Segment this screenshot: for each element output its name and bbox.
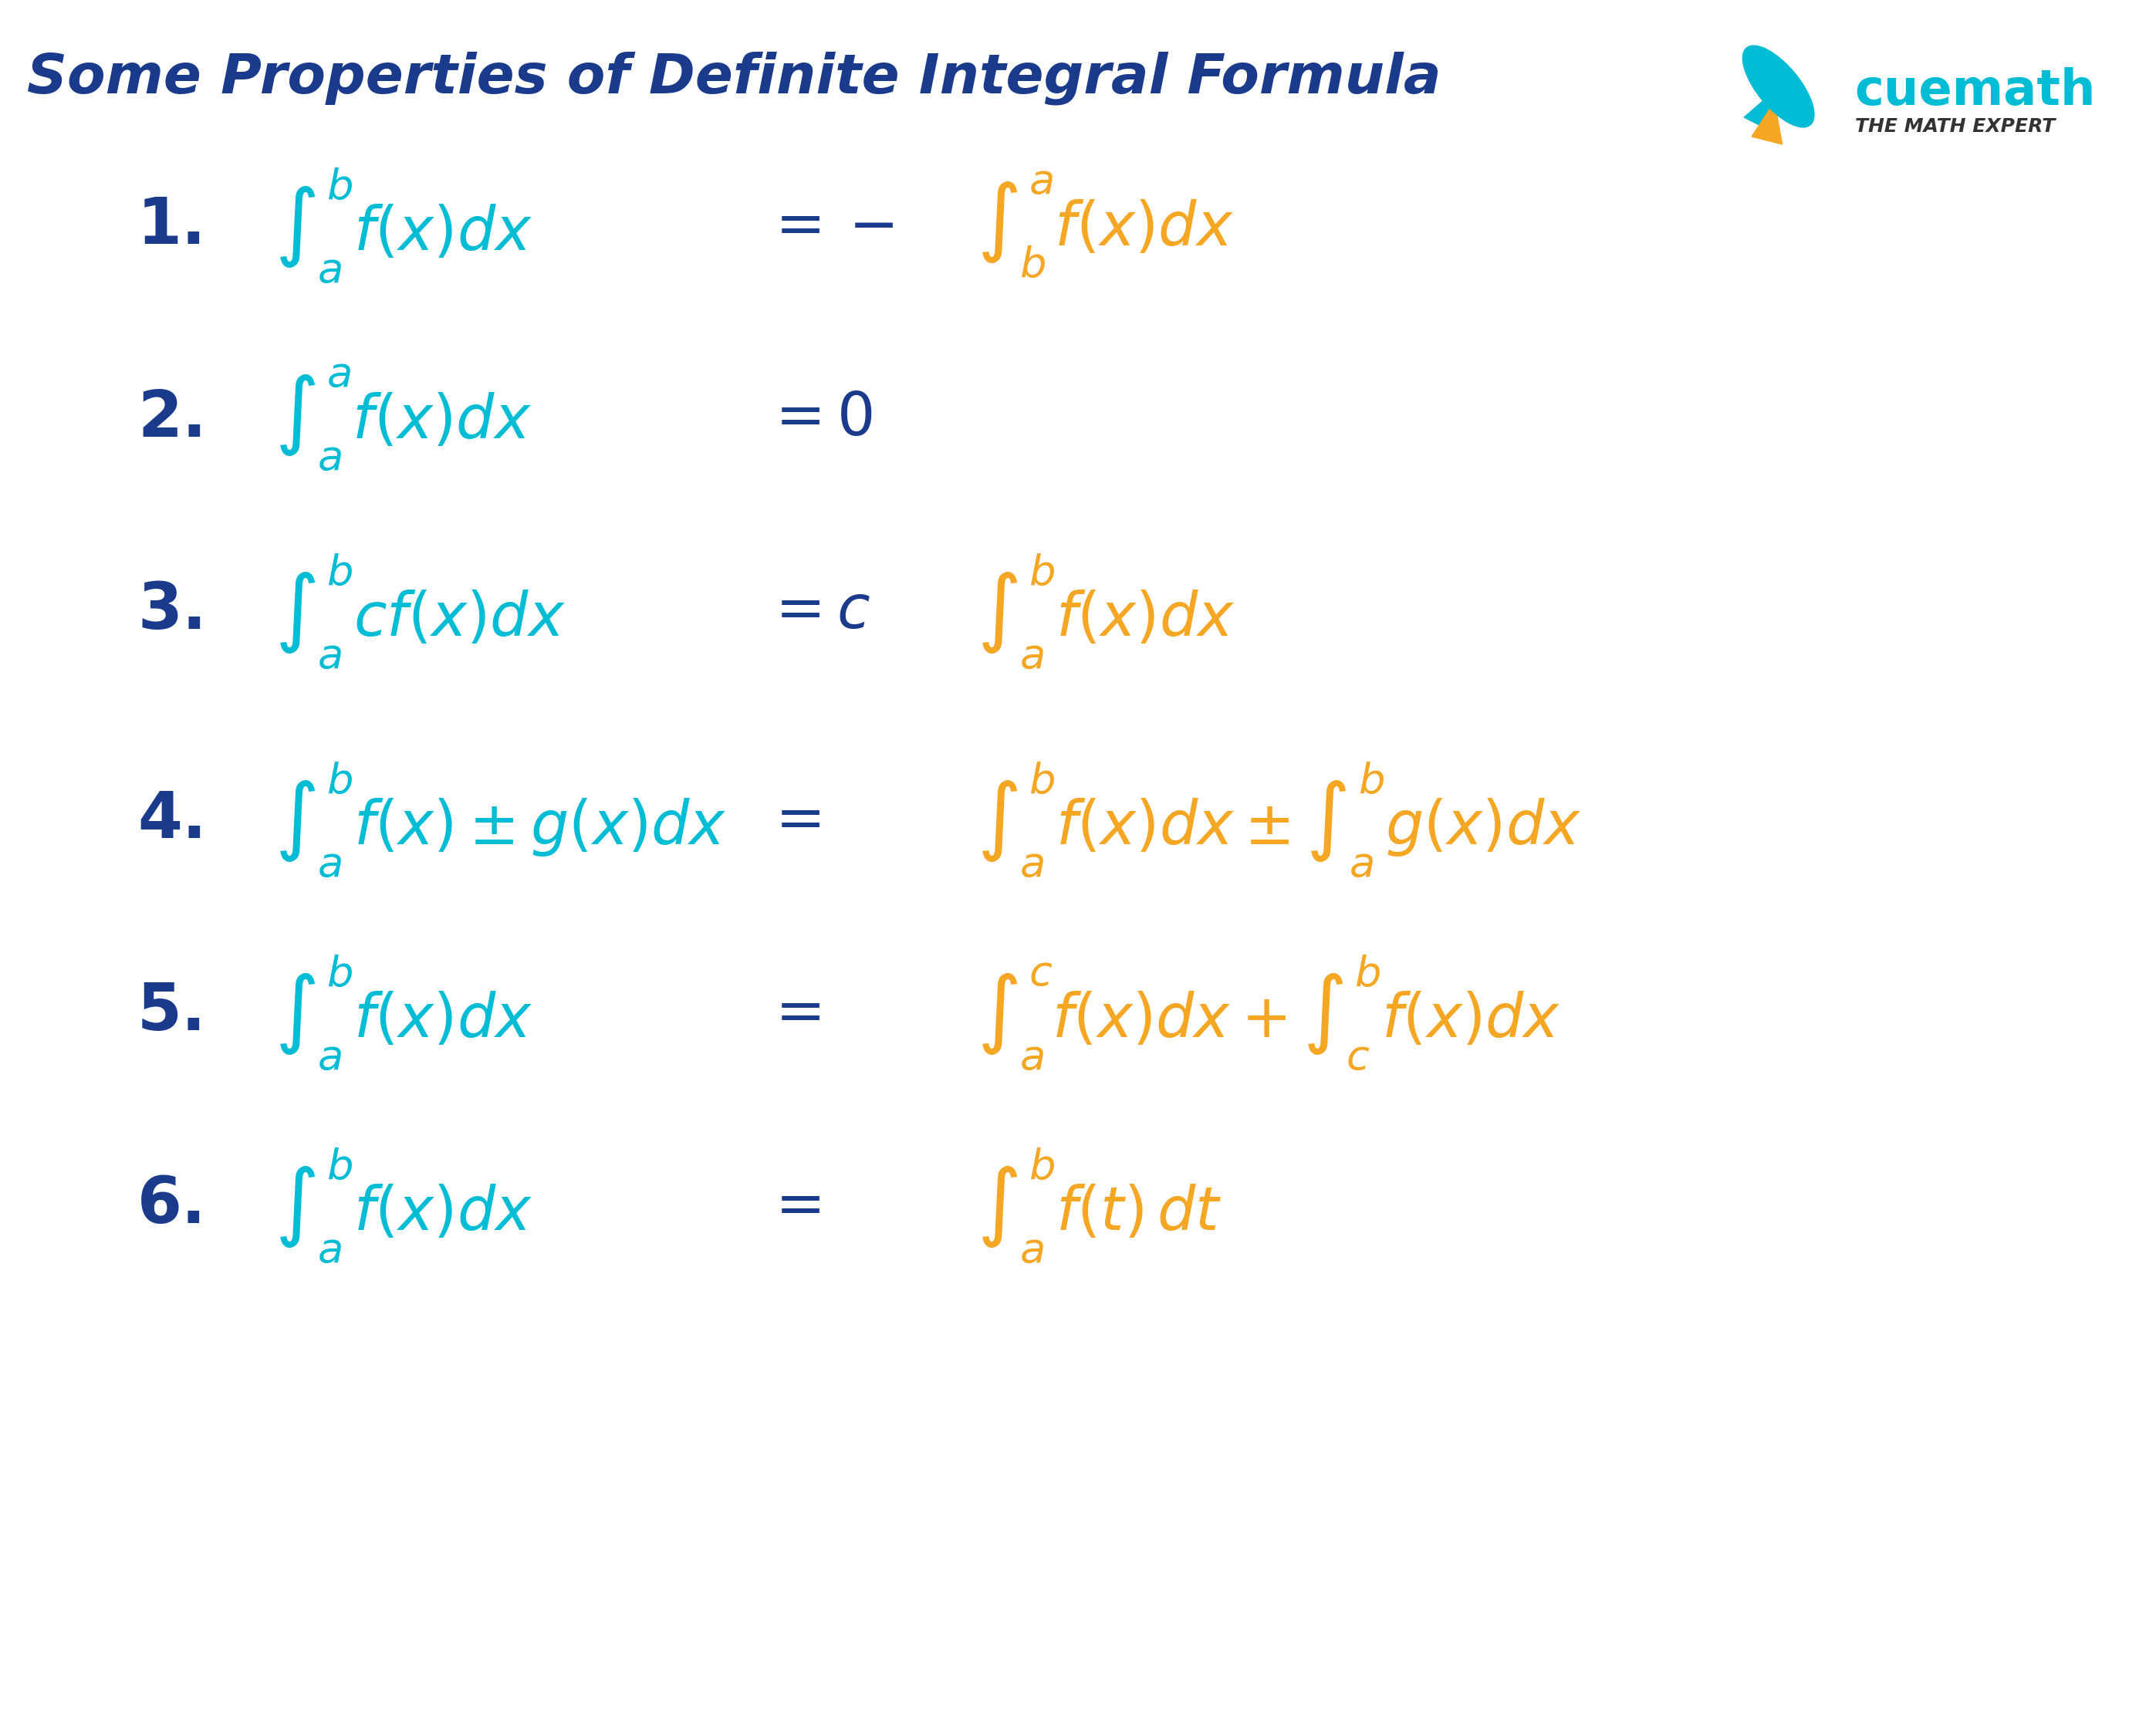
Text: cuemath: cuemath (1854, 67, 2096, 114)
Polygon shape (1751, 102, 1783, 144)
Text: $\int_a^a f(x)dx$: $\int_a^a f(x)dx$ (274, 363, 533, 474)
Text: 6.: 6. (138, 1175, 207, 1237)
Text: $\int_a^b f(x)dx$: $\int_a^b f(x)dx$ (274, 1145, 533, 1265)
Text: $\int_a^c f(x)dx + \int_c^b f(x)dx$: $\int_a^c f(x)dx + \int_c^b f(x)dx$ (977, 953, 1561, 1073)
Text: $\int_a^b f(x)dx \pm \int_a^b g(x)dx$: $\int_a^b f(x)dx \pm \int_a^b g(x)dx$ (977, 759, 1580, 879)
Text: Some Properties of Definite Integral Formula: Some Properties of Definite Integral For… (26, 52, 1440, 106)
Text: $=$: $=$ (763, 791, 821, 849)
Text: $=$: $=$ (763, 1176, 821, 1235)
Text: 2.: 2. (138, 388, 207, 450)
Text: THE MATH EXPERT: THE MATH EXPERT (1854, 118, 2055, 137)
Text: $\int_a^b f(x) \pm g(x)dx$: $\int_a^b f(x) \pm g(x)dx$ (274, 759, 727, 879)
Text: 4.: 4. (138, 789, 207, 851)
Text: 1.: 1. (138, 194, 207, 256)
Text: $\int_b^a f(x)dx$: $\int_b^a f(x)dx$ (977, 170, 1233, 280)
Text: $= -$: $= -$ (763, 195, 895, 254)
Text: 5.: 5. (138, 981, 207, 1043)
Text: $\int_a^b cf(x)dx$: $\int_a^b cf(x)dx$ (274, 552, 565, 671)
Ellipse shape (1742, 45, 1813, 128)
Text: $=$: $=$ (763, 983, 821, 1041)
Text: $\int_a^b f(x)dx$: $\int_a^b f(x)dx$ (274, 953, 533, 1073)
Text: $= 0$: $= 0$ (763, 389, 873, 448)
Text: $\int_a^b f(x)dx$: $\int_a^b f(x)dx$ (977, 552, 1235, 671)
Text: $= c$: $= c$ (763, 581, 871, 640)
Text: $\int_a^b f(x)dx$: $\int_a^b f(x)dx$ (274, 166, 533, 285)
Text: 3.: 3. (138, 580, 207, 642)
Polygon shape (1744, 93, 1774, 133)
Text: $\int_a^b f(t)\, dt$: $\int_a^b f(t)\, dt$ (977, 1145, 1222, 1265)
